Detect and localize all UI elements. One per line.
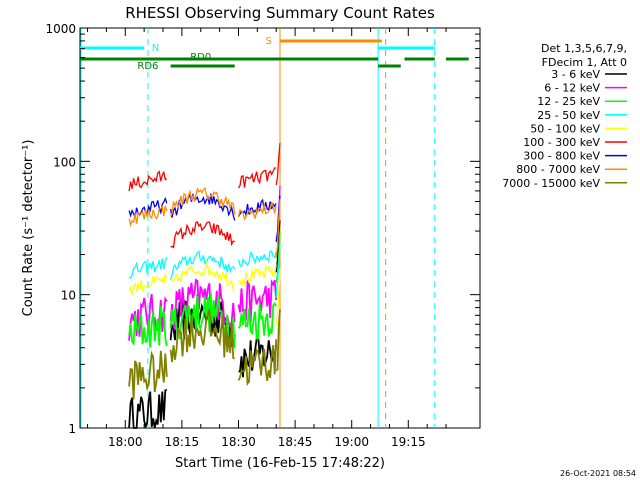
series-segment <box>170 260 236 293</box>
series-100-300-kev <box>128 142 281 249</box>
annotation-markers: N S RD0 RD6 <box>80 28 469 428</box>
legend-entry-label: 6 - 12 keV <box>544 82 600 95</box>
series-segment <box>237 198 277 218</box>
series-segment <box>237 201 277 221</box>
series-layer <box>128 142 281 430</box>
series-800-7000-kev <box>128 186 281 259</box>
chart-title: RHESSI Observing Summary Count Rates <box>125 4 435 22</box>
series-segment <box>275 199 281 259</box>
x-tick-label: 18:30 <box>221 435 256 449</box>
series-segment <box>169 308 235 363</box>
series-segment <box>170 221 235 249</box>
series-segment <box>128 306 168 348</box>
series-25-50-kev <box>128 243 281 298</box>
y-tick-label: 100 <box>53 155 76 169</box>
axes-layer: 18:00 18:15 18:30 18:45 19:00 19:15 1 10 100 1000 <box>45 22 480 449</box>
series-segment <box>128 257 168 279</box>
series-segment <box>237 167 277 189</box>
x-axis-label: Start Time (16-Feb-15 17:48:22) <box>175 456 385 471</box>
series-segment <box>169 250 236 281</box>
legend-entry-label: 100 - 300 keV <box>523 136 600 149</box>
y-axis-label: Count Rate (s⁻¹ detector⁻¹) <box>21 140 36 317</box>
series-segment <box>275 243 281 298</box>
x-tick-label: 18:45 <box>278 435 313 449</box>
series-segment <box>128 388 168 430</box>
series-segment <box>128 170 168 192</box>
series-7000-15000-kev <box>128 308 281 400</box>
series-segment <box>170 186 236 217</box>
y-tick-label: 10 <box>61 289 76 303</box>
series-segment <box>275 220 281 273</box>
saa-label: S <box>265 36 271 47</box>
x-tick-label: 18:15 <box>165 435 200 449</box>
x-tick-label: 19:00 <box>334 435 369 449</box>
legend-entry-label: 3 - 6 keV <box>551 68 600 81</box>
legend-header-line-1: Det 1,3,5,6,7,9, <box>541 42 627 55</box>
generation-timestamp: 26-Oct-2021 08:54 <box>560 469 636 478</box>
series-segment <box>237 301 277 341</box>
rd0-label: RD0 <box>190 52 211 63</box>
x-tick-label: 19:15 <box>391 435 426 449</box>
series-segment <box>275 309 281 372</box>
series-segment <box>275 142 281 186</box>
y-tick-label: 1000 <box>45 22 76 36</box>
y-tick-label: 1 <box>68 422 76 436</box>
legend-entry-label: 300 - 800 keV <box>523 150 600 163</box>
series-segment <box>238 264 277 288</box>
series-segment <box>237 339 278 387</box>
rd6-label: RD6 <box>137 61 158 72</box>
series-segment <box>128 205 168 228</box>
legend-header-line-2: FDecim 1, Att 0 <box>542 56 627 69</box>
legend-entry-label: 12 - 25 keV <box>537 95 600 108</box>
series-segment <box>169 278 236 331</box>
x-tick-label: 18:00 <box>108 435 143 449</box>
series-50-100-kev <box>128 260 281 326</box>
series-segment <box>275 269 281 326</box>
series-segment <box>237 250 277 268</box>
series-segment <box>169 193 236 221</box>
legend-entry-label: 800 - 7000 keV <box>516 163 600 176</box>
series-segment <box>128 350 168 400</box>
legend-entry-label: 7000 - 15000 keV <box>502 177 600 190</box>
legend-entry-label: 25 - 50 keV <box>537 109 600 122</box>
legend-entry-label: 50 - 100 keV <box>530 122 600 135</box>
night-label: N <box>152 43 159 54</box>
series-segment <box>128 272 168 295</box>
